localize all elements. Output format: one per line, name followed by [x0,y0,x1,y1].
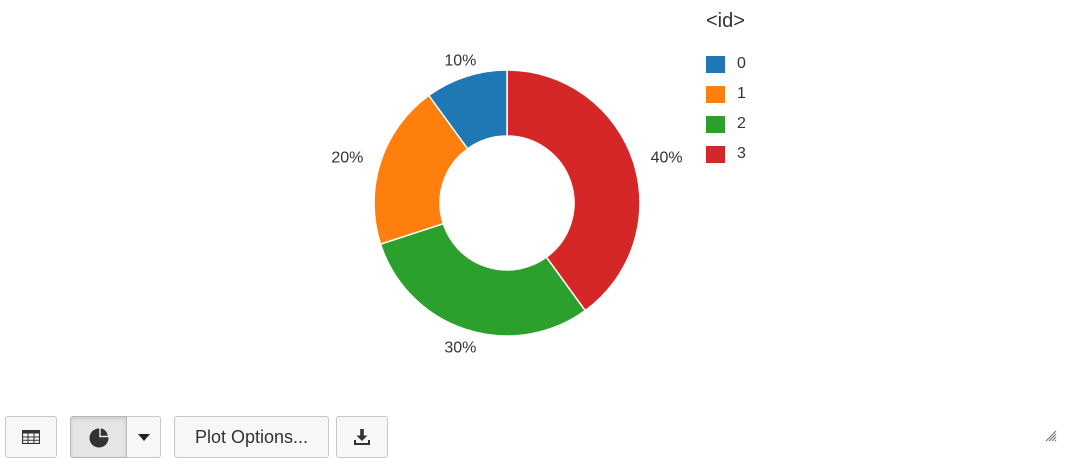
resize-grip-icon[interactable] [1043,428,1057,442]
plot-options-button[interactable]: Plot Options... [174,416,329,458]
legend-swatch [706,115,725,133]
legend-label: 2 [737,115,746,132]
download-button[interactable] [336,416,388,458]
pie-slice-0[interactable] [427,69,508,150]
legend-swatch [706,145,725,163]
legend-title: <id> [706,10,745,32]
pie-chart-button[interactable] [70,416,127,458]
slice-percent-label-2: 30% [444,340,476,357]
legend-item-3[interactable]: 3 [706,139,746,169]
plot-toolbar: Plot Options... [5,416,388,458]
legend-item-1[interactable]: 1 [706,79,746,109]
chart-type-group [70,416,161,458]
slice-percent-label-0: 10% [444,52,476,69]
legend-swatch [706,55,725,73]
slice-percent-label-3: 40% [651,149,683,166]
table-view-button[interactable] [5,416,57,458]
caret-down-icon [137,433,150,441]
pie-slice-3[interactable] [506,69,641,312]
legend-item-2[interactable]: 2 [706,109,746,139]
legend-item-0[interactable]: 0 [706,49,746,79]
chart-type-dropdown-button[interactable] [127,416,161,458]
legend-label: 3 [737,145,746,162]
chart-legend: <id> 0 1 2 3 [706,10,746,169]
download-icon [354,429,370,445]
slice-percent-label-1: 20% [331,149,363,166]
legend-label: 0 [737,55,746,72]
pie-slice-1[interactable] [373,94,469,246]
pie-slice-2[interactable] [379,222,587,337]
pie-chart: 40% 30% 20% 10% <id> 0 1 2 3 [331,10,746,357]
legend-swatch [706,85,725,103]
pie-chart-icon [89,426,109,448]
table-icon [22,430,40,444]
legend-label: 1 [737,85,746,102]
donut-chart-svg: 40% 30% 20% 10% [331,52,683,357]
